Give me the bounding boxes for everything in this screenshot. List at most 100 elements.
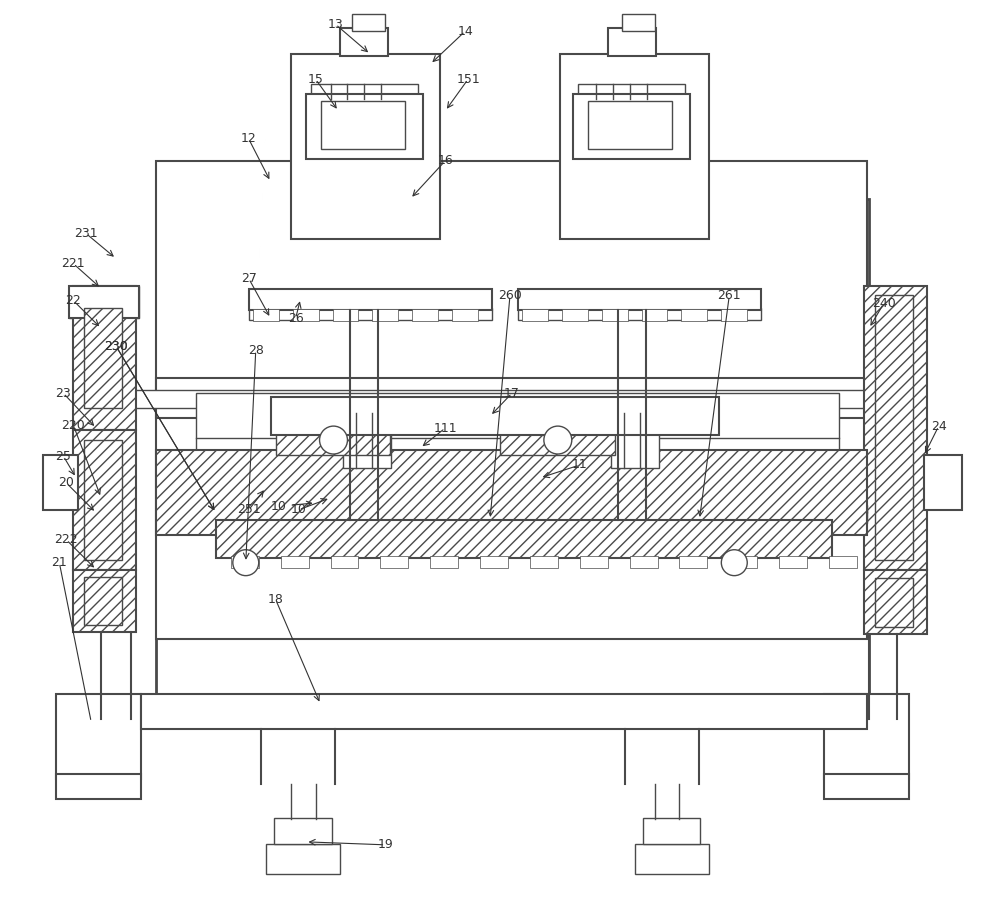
Bar — [924, 455, 962, 509]
Text: 240: 240 — [872, 297, 896, 310]
Bar — [156, 199, 869, 707]
Text: 261: 261 — [717, 289, 741, 302]
Bar — [352, 15, 385, 31]
Text: 11: 11 — [572, 458, 588, 472]
Text: 26: 26 — [288, 312, 303, 325]
Bar — [56, 694, 141, 779]
Bar — [141, 694, 867, 729]
Text: 28: 28 — [248, 344, 264, 357]
Bar — [321, 101, 405, 149]
Text: 25: 25 — [55, 450, 71, 463]
Text: 23: 23 — [55, 386, 71, 399]
Bar — [518, 308, 761, 320]
Bar — [522, 309, 548, 321]
Bar — [779, 555, 807, 567]
Bar — [578, 84, 685, 99]
Bar — [611, 413, 659, 468]
Bar — [331, 555, 358, 567]
Bar — [372, 309, 398, 321]
Text: 14: 14 — [457, 25, 473, 38]
Bar — [864, 570, 927, 634]
Bar — [480, 555, 508, 567]
Bar — [156, 161, 867, 640]
Bar — [500, 425, 615, 455]
Bar — [216, 520, 832, 558]
Bar — [156, 450, 867, 535]
Bar — [306, 95, 423, 159]
Text: 13: 13 — [328, 17, 343, 31]
Bar — [271, 397, 719, 435]
Bar — [293, 309, 319, 321]
Circle shape — [544, 426, 572, 454]
Bar — [340, 28, 388, 56]
Bar — [452, 309, 478, 321]
Bar — [602, 309, 628, 321]
Bar — [412, 309, 438, 321]
Text: 15: 15 — [308, 73, 323, 85]
Bar — [73, 285, 136, 431]
Bar — [73, 570, 136, 633]
Bar — [156, 505, 867, 513]
Bar — [729, 555, 757, 567]
Bar — [274, 818, 332, 844]
Text: 230: 230 — [104, 340, 128, 353]
Text: 20: 20 — [58, 476, 74, 489]
Bar — [430, 555, 458, 567]
Bar — [56, 774, 141, 799]
Bar — [231, 555, 259, 567]
Text: 27: 27 — [241, 272, 257, 285]
Text: 231: 231 — [74, 227, 98, 241]
Text: 221: 221 — [61, 257, 85, 270]
Bar — [343, 413, 391, 468]
Text: 260: 260 — [498, 289, 522, 302]
Text: 222: 222 — [55, 533, 78, 546]
Bar — [864, 285, 927, 570]
Bar — [333, 309, 358, 321]
Bar — [721, 309, 747, 321]
Text: 18: 18 — [268, 593, 284, 606]
Bar — [249, 308, 492, 320]
Bar — [642, 309, 667, 321]
Text: 12: 12 — [241, 132, 257, 145]
Bar — [196, 393, 839, 523]
Bar — [291, 54, 440, 239]
Text: 16: 16 — [437, 154, 453, 167]
Bar — [588, 101, 672, 149]
Text: 19: 19 — [377, 838, 393, 851]
Bar — [84, 440, 122, 560]
Bar — [73, 431, 136, 570]
Bar — [679, 555, 707, 567]
Bar — [824, 774, 909, 799]
Bar — [580, 555, 608, 567]
Circle shape — [721, 550, 747, 576]
Bar — [131, 390, 877, 409]
Text: 251: 251 — [237, 503, 261, 516]
Bar — [518, 288, 761, 310]
Bar — [276, 425, 390, 455]
Bar — [643, 818, 700, 844]
Bar — [249, 288, 492, 310]
Bar — [560, 54, 709, 239]
Bar — [69, 285, 139, 319]
Bar — [156, 378, 867, 418]
Text: 24: 24 — [931, 420, 947, 432]
Bar — [562, 309, 588, 321]
Bar — [608, 28, 656, 56]
Bar — [84, 577, 122, 625]
Text: 220: 220 — [61, 419, 85, 431]
Text: 230: 230 — [104, 340, 128, 353]
Bar — [156, 510, 867, 523]
Bar — [253, 309, 279, 321]
Bar — [635, 844, 709, 874]
Text: 111: 111 — [433, 421, 457, 434]
Bar — [573, 95, 690, 159]
Text: 21: 21 — [51, 556, 67, 569]
Text: 10: 10 — [271, 499, 312, 513]
Bar — [681, 309, 707, 321]
Text: 151: 151 — [456, 73, 480, 85]
Bar — [875, 577, 913, 628]
Bar — [380, 555, 408, 567]
Text: 22: 22 — [65, 294, 81, 307]
Bar — [43, 455, 78, 509]
Circle shape — [320, 426, 347, 454]
